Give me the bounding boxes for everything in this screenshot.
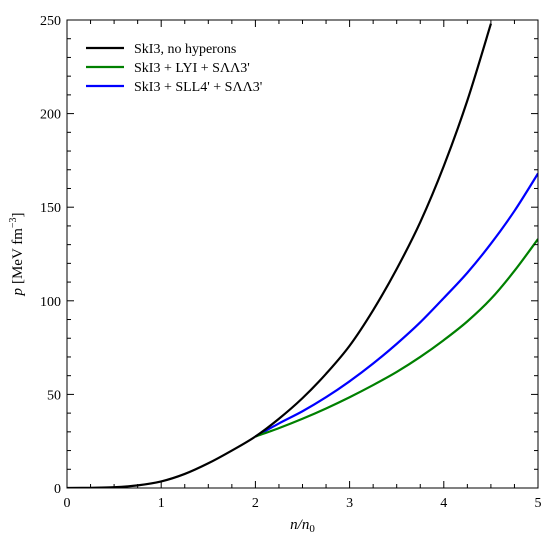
y-axis-label-close: ] bbox=[10, 212, 26, 217]
series-line-1 bbox=[255, 238, 538, 438]
y-axis: 0 50 100 150 200 250 bbox=[40, 14, 538, 497]
y-axis-label-main: p bbox=[10, 288, 26, 297]
x-tick-label: 2 bbox=[252, 496, 259, 511]
x-tick-label: 3 bbox=[346, 496, 353, 511]
y-axis-label: p [MeV fm−3] bbox=[8, 212, 26, 296]
legend: SkI3, no hyperons SkI3 + LYI + SΛΛ3' SkI3 … bbox=[86, 42, 262, 95]
y-tick-label: 50 bbox=[47, 388, 61, 403]
y-tick-label: 100 bbox=[40, 295, 61, 310]
x-axis-label: n/n0 bbox=[290, 517, 315, 535]
y-tick-label: 150 bbox=[40, 201, 61, 216]
x-tick-label: 1 bbox=[158, 496, 165, 511]
series-line-2 bbox=[254, 172, 538, 438]
y-tick-label: 250 bbox=[40, 14, 61, 29]
x-axis-label-sub: 0 bbox=[309, 523, 315, 535]
legend-label-2: SkI3 + SLL4' + SΛΛ3' bbox=[134, 80, 262, 95]
x-tick-label: 4 bbox=[440, 496, 447, 511]
legend-label-0: SkI3, no hyperons bbox=[134, 42, 236, 57]
x-axis-label-main: n/n bbox=[290, 517, 309, 533]
series-line-0 bbox=[67, 23, 492, 488]
y-tick-label: 200 bbox=[40, 108, 61, 123]
y-axis-label-sup: −3 bbox=[8, 217, 19, 228]
y-axis-label-unit: [MeV fm bbox=[10, 228, 26, 284]
y-tick-label: 0 bbox=[54, 482, 61, 497]
legend-label-1: SkI3 + LYI + SΛΛ3' bbox=[134, 61, 250, 76]
x-tick-label: 0 bbox=[64, 496, 71, 511]
x-axis: 0 1 2 3 4 5 bbox=[64, 20, 542, 511]
x-tick-label: 5 bbox=[535, 496, 542, 511]
